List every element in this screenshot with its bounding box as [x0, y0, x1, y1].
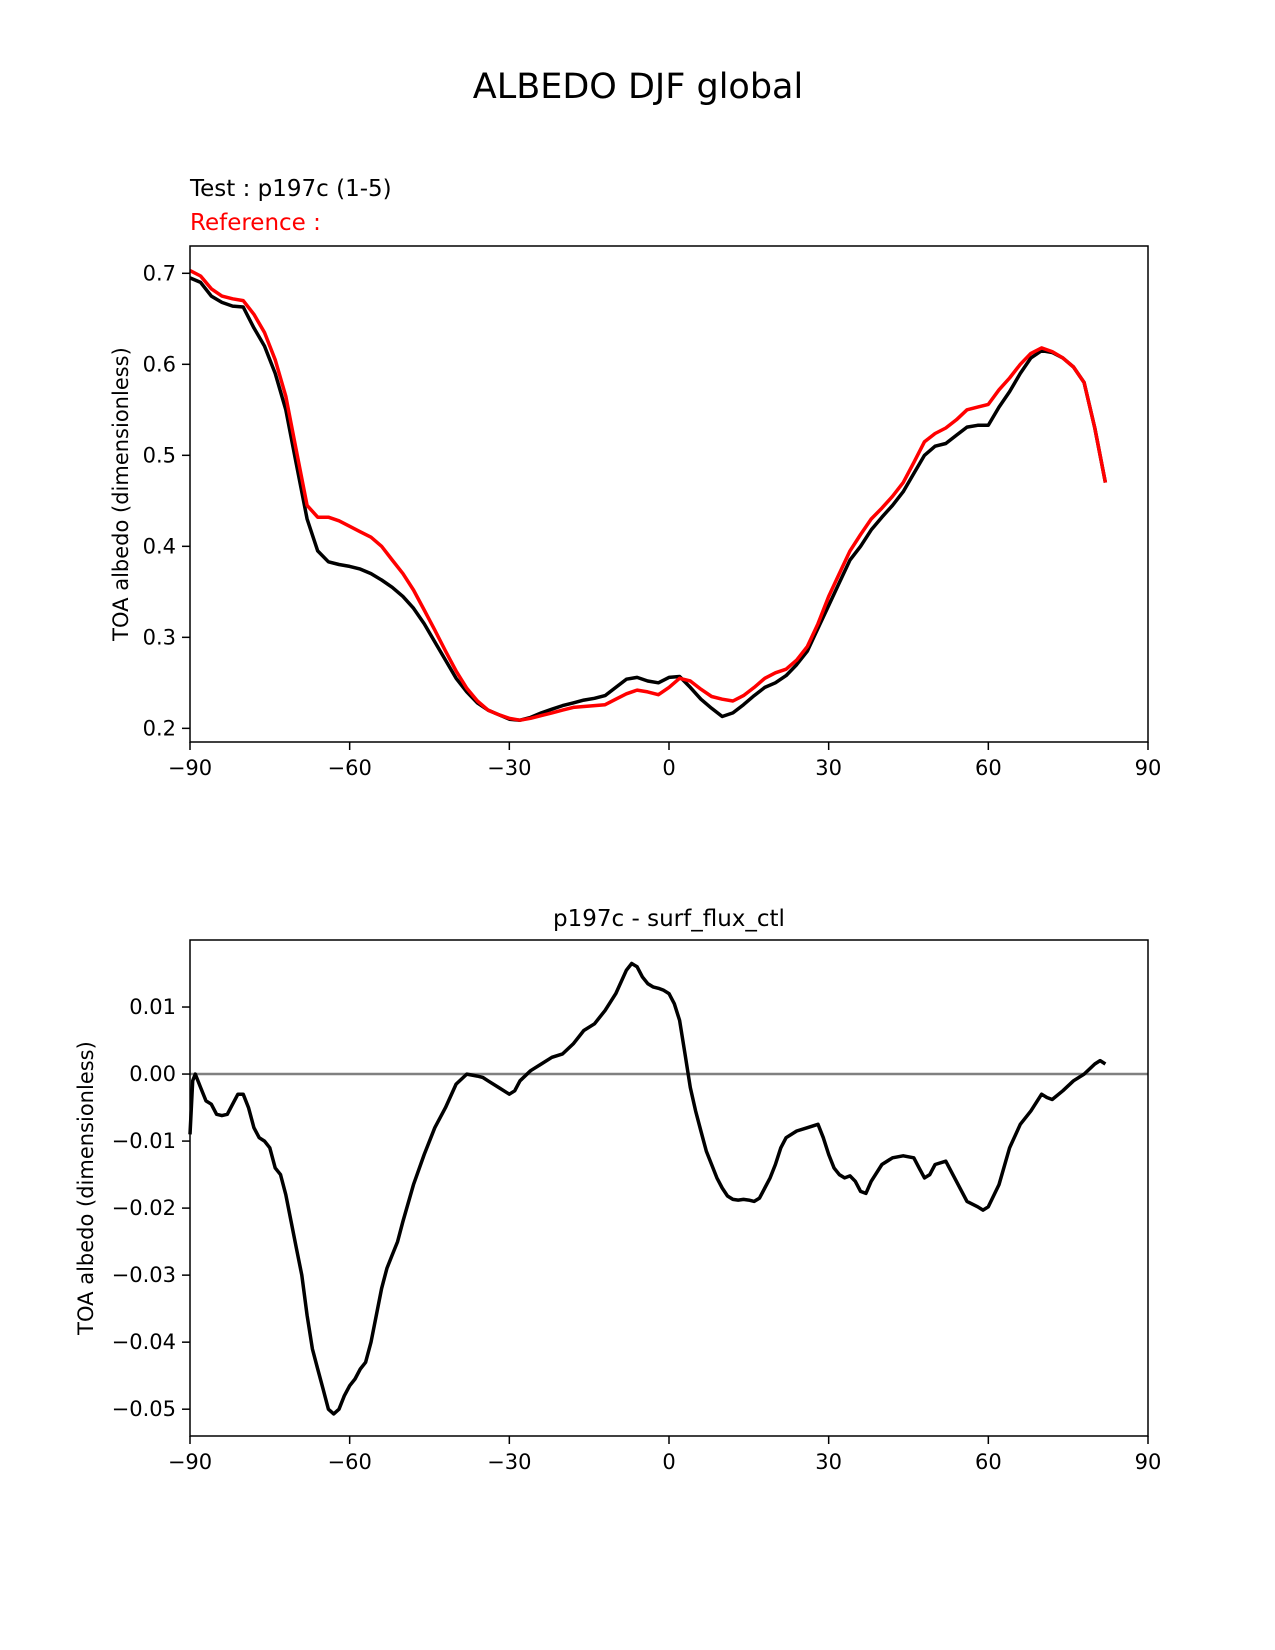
top-ytick-label: 0.5 [143, 443, 176, 467]
top-xtick-label: −90 [168, 756, 212, 780]
reference-label: Reference : [190, 210, 321, 236]
bottom-series-line-1 [188, 961, 1107, 1416]
top-plot-frame [189, 245, 1149, 743]
top-ytick-label: 0.2 [143, 716, 176, 740]
bottom-ytick-label: 0.00 [129, 1062, 176, 1086]
bottom-ytick-label: −0.02 [112, 1196, 176, 1220]
top-series-line-1 [189, 276, 1108, 722]
top-xtick-label: 0 [662, 756, 675, 780]
top-xtick-label: 30 [815, 756, 842, 780]
bottom-ytick-label: −0.03 [112, 1263, 176, 1287]
bottom-xtick-label: 90 [1135, 1450, 1162, 1474]
bottom-xtick-label: 0 [662, 1450, 675, 1474]
bottom-plot-frame [189, 939, 1149, 1437]
top-xtick-label: 60 [975, 756, 1002, 780]
top-ytick-label: 0.4 [143, 534, 176, 558]
bottom-ytick-label: 0.01 [129, 995, 176, 1019]
bottom-ytick-label: −0.05 [112, 1397, 176, 1421]
figure-title: ALBEDO DJF global [473, 67, 803, 107]
test-label: Test : p197c (1-5) [189, 176, 392, 202]
bottom-title: p197c - surf_flux_ctl [553, 906, 785, 932]
top-ytick-label: 0.3 [143, 625, 176, 649]
bottom-plot: p197c - surf_flux_ctl TOA albedo (dimens… [74, 906, 1161, 1474]
top-series-line-2 [189, 269, 1108, 722]
top-ylabel: TOA albedo (dimensionless) [109, 347, 133, 642]
top-xtick-label: −30 [487, 756, 531, 780]
top-plot: Test : p197c (1-5) Reference : TOA albed… [109, 176, 1161, 780]
top-xtick-label: −60 [328, 756, 372, 780]
bottom-ytick-label: −0.01 [112, 1129, 176, 1153]
bottom-ylabel: TOA albedo (dimensionless) [74, 1041, 98, 1336]
top-xtick-label: 90 [1135, 756, 1162, 780]
bottom-xtick-label: 30 [815, 1450, 842, 1474]
bottom-xtick-label: −60 [328, 1450, 372, 1474]
top-ytick-label: 0.7 [143, 261, 176, 285]
bottom-xtick-label: −90 [168, 1450, 212, 1474]
bottom-xtick-label: 60 [975, 1450, 1002, 1474]
bottom-xtick-label: −30 [487, 1450, 531, 1474]
bottom-ytick-label: −0.04 [112, 1330, 176, 1354]
top-ytick-label: 0.6 [143, 352, 176, 376]
